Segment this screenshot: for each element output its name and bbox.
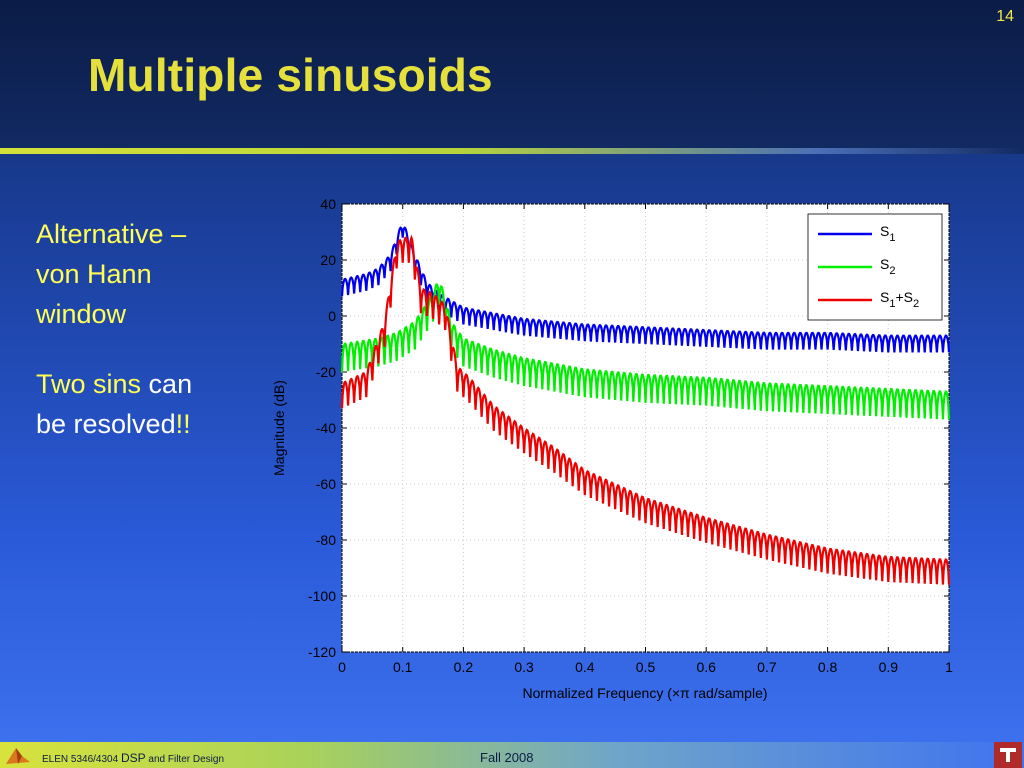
matlab-logo-icon bbox=[6, 748, 30, 764]
x-axis-label: Normalized Frequency (×π rad/sample) bbox=[522, 685, 767, 701]
y-tick-label: -80 bbox=[316, 532, 336, 548]
legend-label-1: S1 bbox=[880, 223, 895, 244]
x-tick-label: 0.1 bbox=[393, 659, 413, 675]
course-name: ELEN 5346/4304 DSP and Filter Design bbox=[42, 751, 225, 765]
term-label: Fall 2008 bbox=[480, 750, 534, 765]
title-band bbox=[0, 0, 1024, 150]
x-tick-label: 0.3 bbox=[514, 659, 534, 675]
y-tick-label: 0 bbox=[328, 308, 336, 324]
chart-container: 0 0.1 0.2 0.3 0.4 0.5 0.6 0.7 0.8 0.9 1 40 20 0 -20 -40… bbox=[260, 190, 980, 710]
y-tick-label: -100 bbox=[308, 588, 336, 604]
bullet1-line1: Alternative – bbox=[36, 219, 187, 249]
x-tick-label: 0 bbox=[338, 659, 346, 675]
x-tick-label: 0.9 bbox=[879, 659, 899, 675]
y-axis-label: Magnitude (dB) bbox=[271, 380, 287, 476]
y-tick-label: -40 bbox=[316, 420, 336, 436]
x-tick-label: 0.8 bbox=[818, 659, 838, 675]
legend-label-3: S1+S2 bbox=[880, 289, 919, 310]
university-logo-icon bbox=[994, 742, 1022, 768]
y-tick-label: -60 bbox=[316, 476, 336, 492]
x-tick-label: 0.6 bbox=[696, 659, 716, 675]
magnitude-chart: 0 0.1 0.2 0.3 0.4 0.5 0.6 0.7 0.8 0.9 1 40 20 0 -20 -40… bbox=[271, 196, 953, 701]
x-tick-label: 1 bbox=[945, 659, 953, 675]
axis-ticks: 0 0.1 0.2 0.3 0.4 0.5 0.6 0.7 0.8 0.9 1 40 20 0 -20 -40… bbox=[308, 196, 953, 675]
bullet2-highlight: Two sins bbox=[36, 369, 142, 399]
bullet2-line1: Two sins can bbox=[36, 364, 266, 404]
x-tick-label: 0.7 bbox=[757, 659, 777, 675]
bullet2-line2-text: be resolved bbox=[36, 409, 176, 439]
bullet2-exclaim: !! bbox=[175, 409, 191, 439]
footer-bar: ELEN 5346/4304 DSP and Filter Design Fal… bbox=[0, 742, 1024, 768]
bullet2-rest: can bbox=[141, 369, 193, 399]
series-line-3 bbox=[340, 234, 951, 585]
series-line-2 bbox=[340, 283, 951, 420]
series-lines bbox=[340, 226, 951, 585]
bullet2-line2: be resolved!! bbox=[36, 404, 266, 444]
y-tick-label: 40 bbox=[320, 196, 336, 212]
title-rule bbox=[0, 148, 1024, 154]
slide-title: Multiple sinusoids bbox=[88, 49, 493, 101]
y-tick-label: -20 bbox=[316, 364, 336, 380]
bullet-text: Alternative – von Hann window Two sins c… bbox=[36, 214, 266, 444]
y-tick-label: -120 bbox=[308, 644, 336, 660]
legend-label-2: S2 bbox=[880, 256, 895, 277]
bullet1-line2: von Hann bbox=[36, 259, 152, 289]
y-tick-label: 20 bbox=[320, 252, 336, 268]
legend: S1 S2 S1+S2 bbox=[807, 213, 943, 321]
slide-number: 14 bbox=[996, 8, 1014, 25]
x-tick-label: 0.5 bbox=[636, 659, 656, 675]
bullet1-line3: window bbox=[36, 299, 127, 329]
x-tick-label: 0.4 bbox=[575, 659, 595, 675]
x-tick-label: 0.2 bbox=[454, 659, 474, 675]
